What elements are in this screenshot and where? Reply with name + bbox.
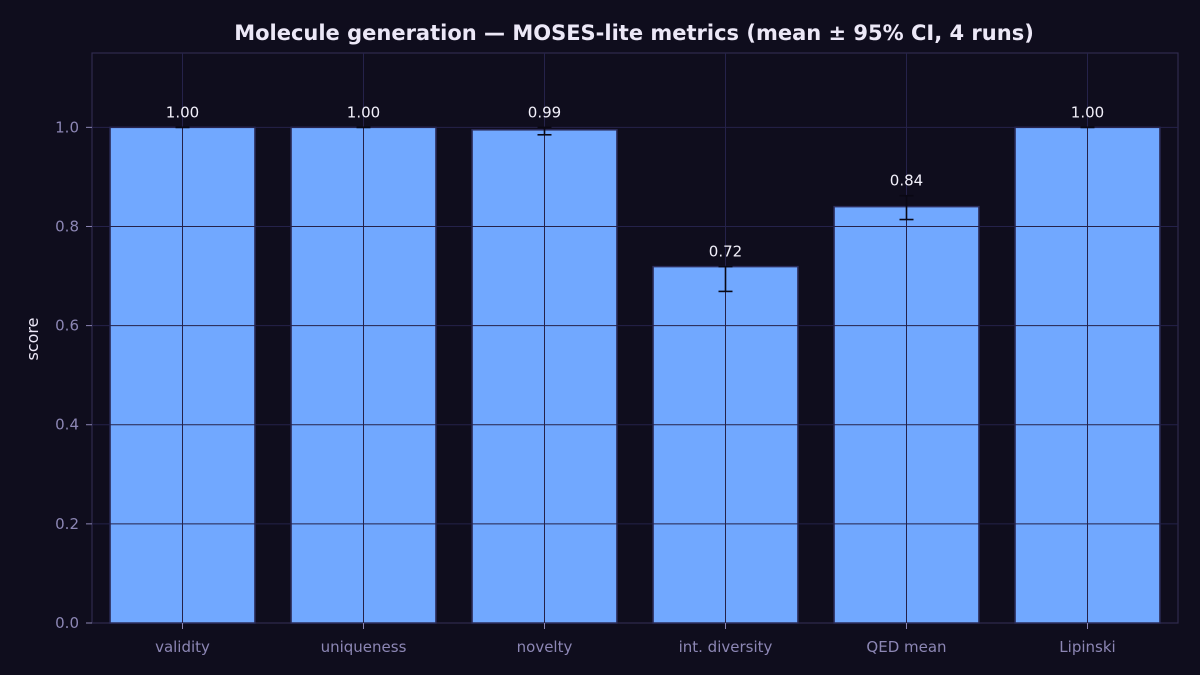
y-tick-label: 0.2	[55, 515, 79, 533]
y-tick-label: 0.4	[55, 416, 79, 434]
y-axis-label: score	[23, 318, 42, 361]
plot-frame	[91, 52, 1179, 624]
bar-value-label: 0.72	[709, 243, 742, 261]
plot-area: 1.00 1.00 0.99 0.72 0.84 1.00 0.0 0.2 0.4 0.6 0.8 1…	[55, 52, 1179, 656]
y-tick-label: 0.0	[55, 614, 79, 632]
y-tick-label: 1.0	[55, 118, 79, 136]
x-tick-label: validity	[155, 638, 210, 656]
y-tick-label: 0.6	[55, 317, 79, 335]
x-tick-label: novelty	[517, 638, 573, 656]
x-tick-label: int. diversity	[679, 638, 773, 656]
x-tick-label: uniqueness	[321, 638, 407, 656]
bar-value-label: 0.84	[890, 172, 923, 190]
y-tick-label: 0.8	[55, 217, 79, 235]
chart-title: Molecule generation — MOSES-lite metrics…	[234, 21, 1034, 45]
bar-value-label: 0.99	[528, 103, 561, 121]
bar-value-label: 1.00	[1071, 103, 1104, 121]
bar-value-label: 1.00	[347, 103, 380, 121]
x-tick-label: Lipinski	[1059, 638, 1115, 656]
bar-value-label: 1.00	[166, 103, 199, 121]
x-tick-label: QED mean	[866, 638, 946, 656]
